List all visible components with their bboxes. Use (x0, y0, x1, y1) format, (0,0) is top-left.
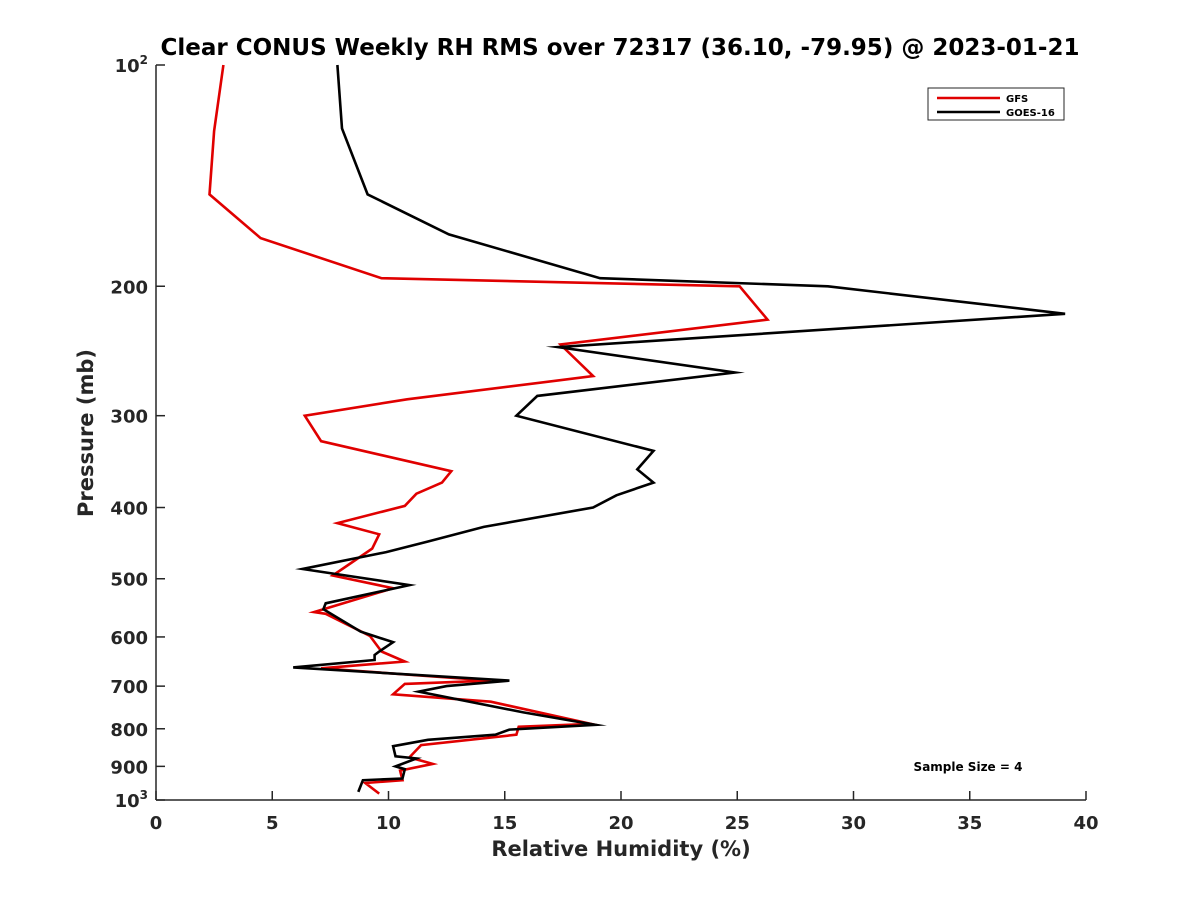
legend-box (927, 87, 1065, 121)
series-layer (208, 64, 1066, 795)
y-tick-label: 103 (115, 788, 148, 812)
x-tick-label: 15 (492, 813, 517, 834)
y-tick-label: 600 (110, 628, 148, 649)
sample-size-annotation: Sample Size = 4 (914, 760, 1023, 774)
y-tick-label: 400 (110, 499, 148, 520)
axes-background (156, 65, 1086, 800)
x-tick-label: 35 (957, 813, 982, 834)
legend: GFS GOES-16 (927, 87, 1065, 121)
y-axis-label: Pressure (mb) (74, 349, 98, 517)
y-tick-label: 102 (115, 53, 148, 77)
y-tick-label: 300 (110, 407, 148, 428)
y-tick-label: 500 (110, 570, 148, 591)
x-tick-label: 5 (266, 813, 279, 834)
x-tick-label: 20 (608, 813, 633, 834)
x-ticks: 0 5 10 15 20 25 30 35 40 (150, 791, 1099, 834)
y-tick-label: 900 (110, 757, 148, 778)
legend-label: GOES-16 (1006, 108, 1055, 119)
y-tick-label: 200 (110, 277, 148, 298)
x-tick-label: 10 (376, 813, 401, 834)
legend-label: GFS (1006, 94, 1028, 105)
legend-items: GFS GOES-16 (937, 94, 1055, 119)
series-line-goes-16 (293, 64, 1066, 793)
plot-area: 0 5 10 15 20 25 30 35 40 102 200 300 400 500 600 700 80… (110, 53, 1098, 834)
chart-title: Clear CONUS Weekly RH RMS over 72317 (36… (161, 35, 1080, 61)
x-tick-label: 0 (150, 813, 163, 834)
y-ticks: 102 200 300 400 500 600 700 800 900 103 (110, 53, 165, 812)
x-tick-label: 30 (841, 813, 866, 834)
x-tick-label: 40 (1073, 813, 1098, 834)
y-tick-label: 700 (110, 677, 148, 698)
x-tick-label: 25 (725, 813, 750, 834)
x-axis-label: Relative Humidity (%) (491, 837, 750, 861)
y-tick-label: 800 (110, 720, 148, 741)
